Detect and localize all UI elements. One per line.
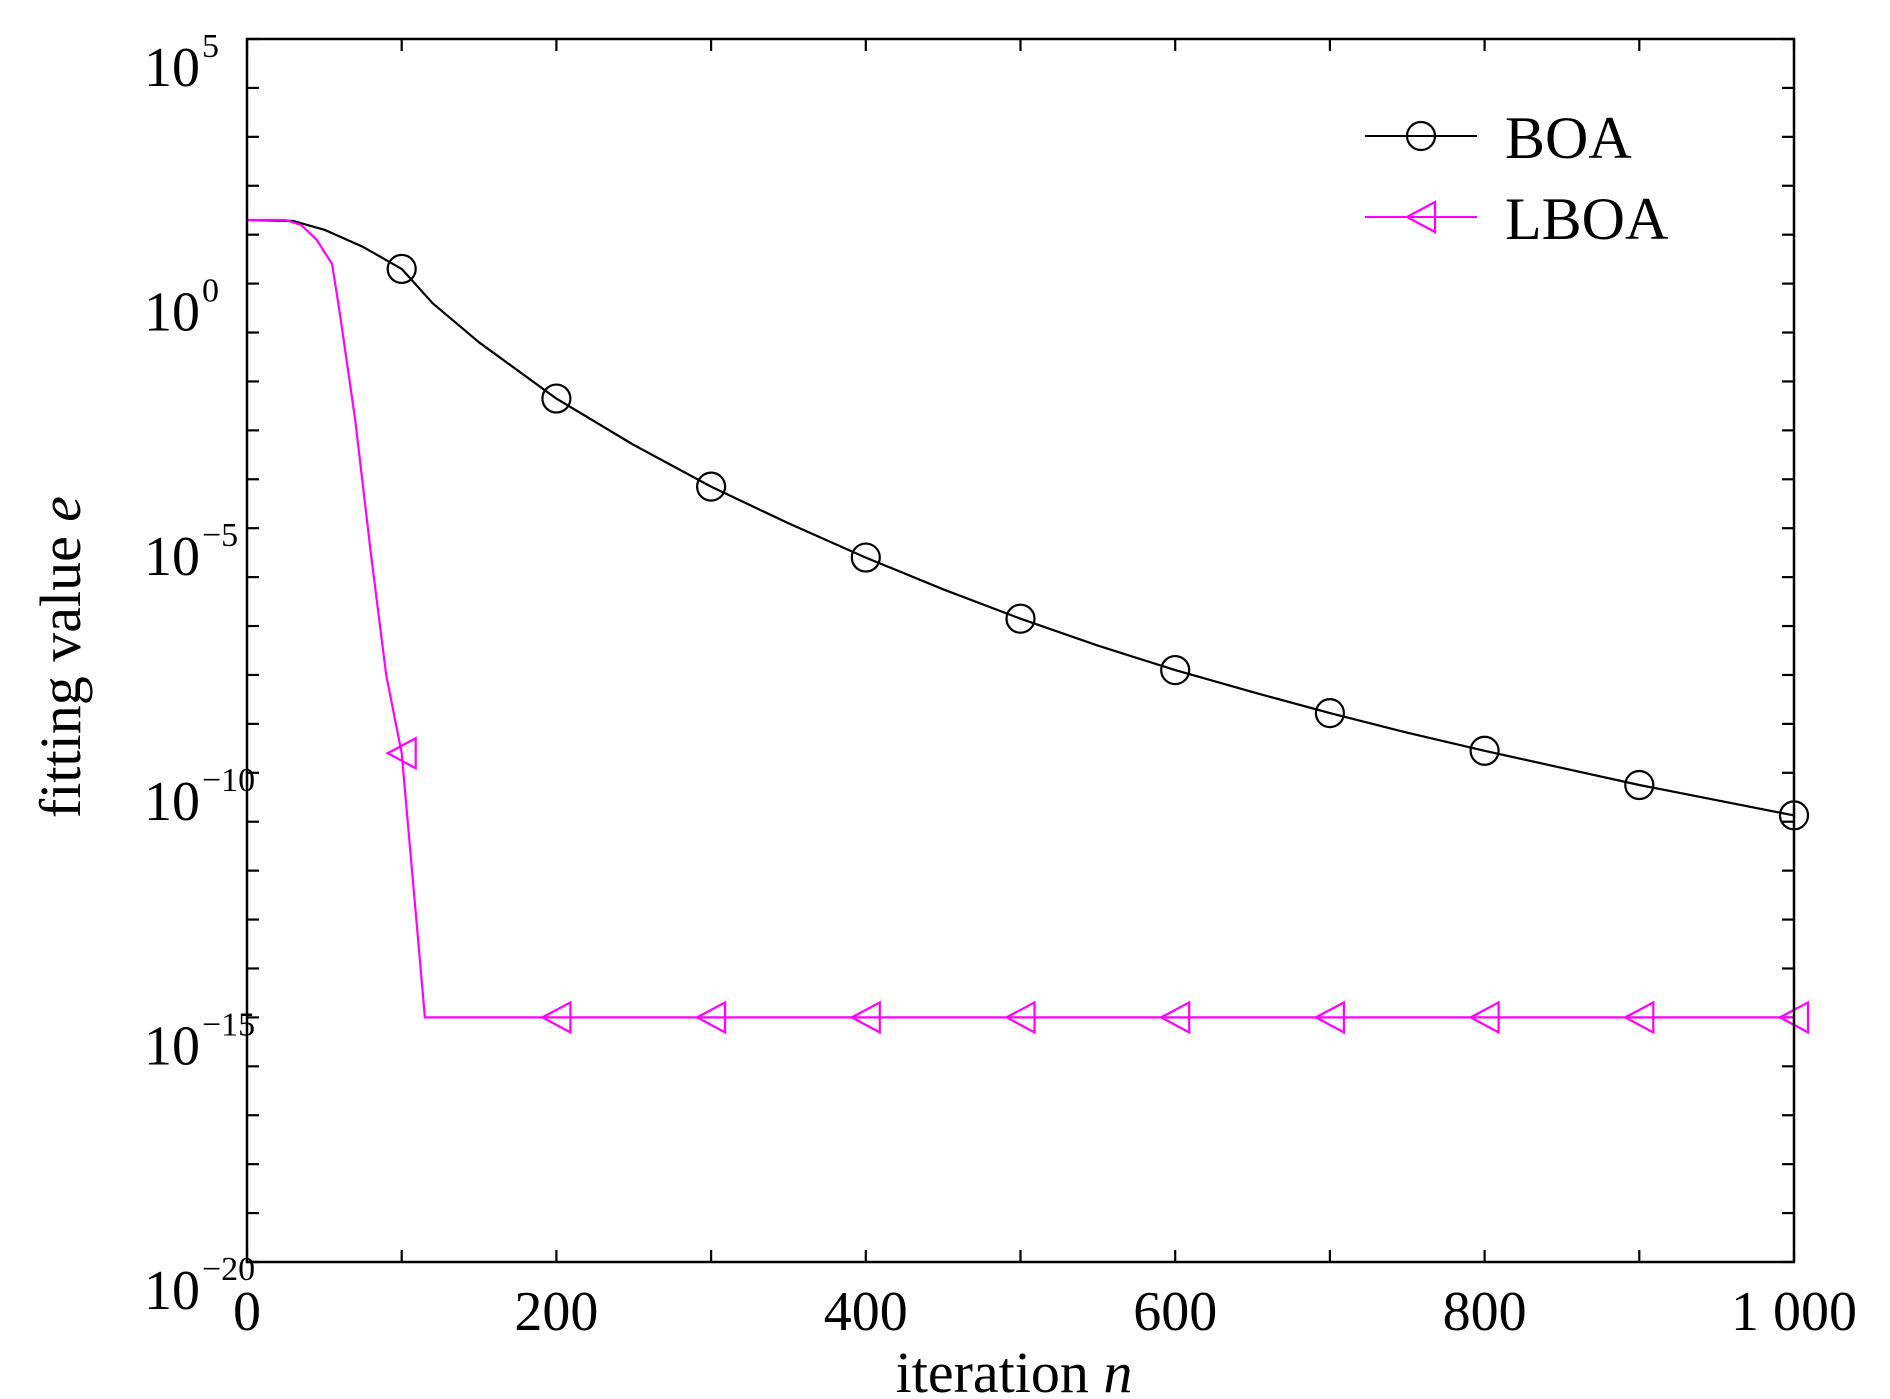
data-point-circle-boa bbox=[1624, 769, 1655, 801]
data-point-triangle-lboa bbox=[1158, 1000, 1191, 1035]
y-tick-label: 10 bbox=[144, 1015, 200, 1077]
plot-frame bbox=[245, 37, 1796, 1264]
y-tick-label: 10 bbox=[144, 282, 200, 344]
data-point-circle-boa bbox=[1160, 654, 1191, 686]
data-point-triangle-lboa bbox=[1313, 1000, 1346, 1035]
y-tick-exponent: −10 bbox=[202, 762, 255, 799]
legend-label-lboa: LBOA bbox=[1505, 186, 1668, 252]
x-tick-label: 800 bbox=[1443, 1281, 1527, 1343]
x-tick-labels: 0 200 400 600 800 1 000 bbox=[233, 1281, 1857, 1343]
x-tick-label: 0 bbox=[233, 1281, 261, 1343]
legend-item-lboa: LBOA bbox=[1365, 186, 1668, 252]
y-tick-label: 10 bbox=[144, 771, 200, 833]
series-layer bbox=[246, 218, 1810, 1035]
y-tick-exponent: −5 bbox=[202, 517, 238, 554]
series-line-boa bbox=[246, 218, 1795, 817]
data-point-triangle-lboa bbox=[1004, 1000, 1036, 1035]
y-tick-exponent: −20 bbox=[202, 1251, 255, 1288]
data-point-triangle-lboa bbox=[385, 736, 417, 771]
legend-label-boa: BOA bbox=[1505, 105, 1632, 171]
x-tick-label: 600 bbox=[1133, 1281, 1217, 1343]
x-axis-label: iteration n bbox=[896, 1340, 1133, 1399]
series-line-lboa bbox=[247, 218, 1794, 1019]
x-tick-label: 400 bbox=[824, 1281, 908, 1343]
y-tick-exponent: −15 bbox=[202, 1006, 255, 1043]
legend-item-boa: BOA bbox=[1365, 105, 1632, 171]
y-tick-label: 10 bbox=[144, 37, 200, 99]
y-tick-exponent: 5 bbox=[202, 28, 219, 65]
data-point-circle-boa bbox=[1469, 735, 1500, 766]
data-point-triangle-lboa bbox=[694, 1000, 727, 1035]
data-point-triangle-lboa bbox=[540, 1000, 572, 1035]
data-point-circle-boa bbox=[541, 383, 572, 414]
y-axis-label: fitting value e bbox=[28, 496, 93, 818]
data-point-circle-boa bbox=[1314, 698, 1346, 729]
data-point-circle-boa bbox=[850, 542, 881, 573]
y-tick-label: 10 bbox=[144, 526, 200, 588]
legend-circle-marker-icon bbox=[1405, 120, 1437, 152]
data-point-circle-boa bbox=[386, 253, 417, 285]
data-point-circle-boa bbox=[695, 471, 727, 502]
legend-triangle-marker-icon bbox=[1404, 200, 1437, 234]
data-point-triangle-lboa bbox=[1468, 1000, 1500, 1035]
x-tick-label: 200 bbox=[514, 1281, 598, 1343]
data-point-triangle-lboa bbox=[1622, 1000, 1655, 1035]
y-tick-label: 10 bbox=[144, 1260, 200, 1322]
data-point-circle-boa bbox=[1005, 603, 1036, 634]
y-tick-exponent: 0 bbox=[202, 273, 219, 310]
x-tick-label: 1 000 bbox=[1731, 1281, 1857, 1343]
data-point-triangle-lboa bbox=[849, 1000, 881, 1035]
legend: BOA LBOA bbox=[1365, 105, 1668, 252]
